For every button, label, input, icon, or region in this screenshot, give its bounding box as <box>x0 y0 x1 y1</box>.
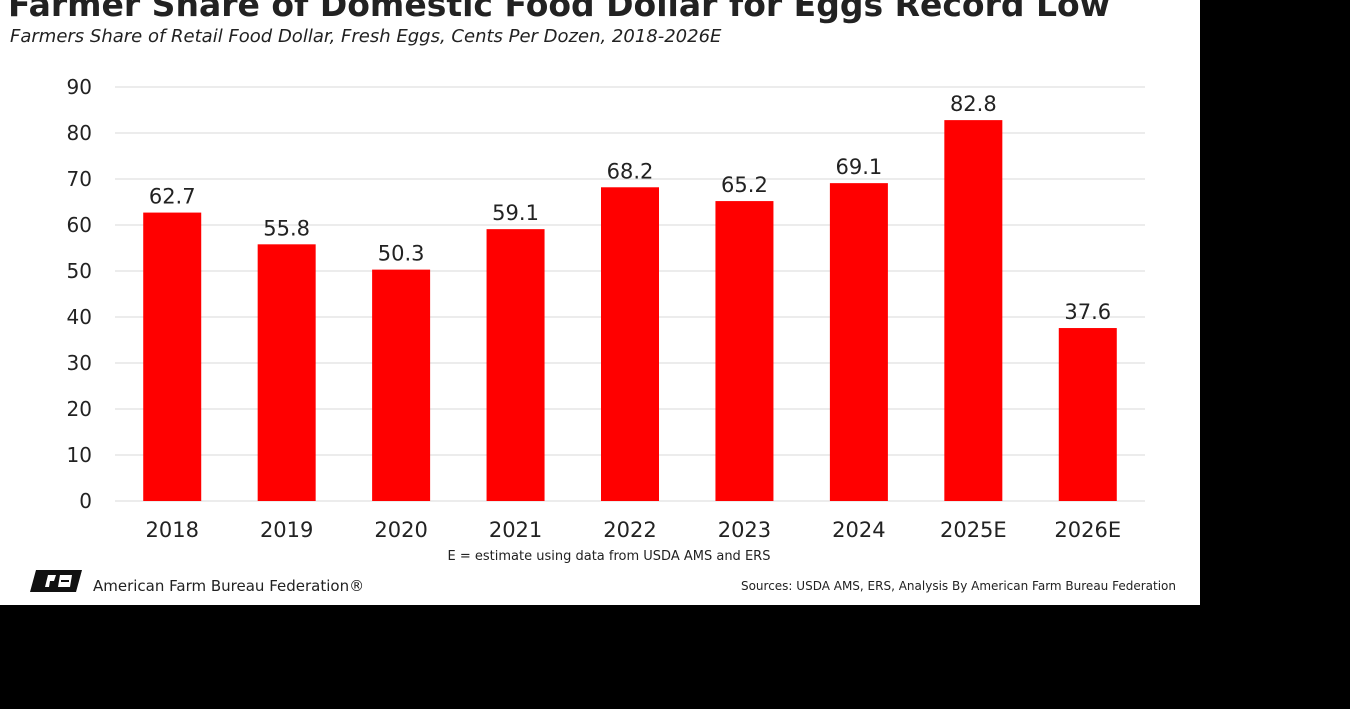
bar <box>829 183 888 501</box>
chart-subtitle: Farmers Share of Retail Food Dollar, Fre… <box>10 26 722 47</box>
x-tick-label: 2024 <box>832 518 885 542</box>
data-label: 50.3 <box>378 242 425 266</box>
logo-text: American Farm Bureau Federation® <box>93 577 364 595</box>
y-tick-label: 10 <box>67 443 92 467</box>
note: E = estimate using data from USDA AMS an… <box>448 549 771 564</box>
logo-mark <box>30 570 82 592</box>
x-tick-label: 2025E <box>940 518 1007 542</box>
data-label: 82.8 <box>950 92 997 116</box>
x-tick-label: 2018 <box>145 518 198 542</box>
data-label: 55.8 <box>263 216 310 240</box>
y-tick-label: 90 <box>67 75 92 99</box>
data-label: 69.1 <box>836 155 883 179</box>
y-tick-label: 40 <box>67 305 92 329</box>
x-tick-label: 2023 <box>718 518 771 542</box>
x-tick-label: 2022 <box>603 518 656 542</box>
data-label: 68.2 <box>607 159 654 183</box>
bar <box>601 187 659 501</box>
data-label: 37.6 <box>1064 300 1111 324</box>
bar <box>486 229 545 501</box>
bar <box>143 212 202 501</box>
x-tick-label: 2026E <box>1054 518 1121 542</box>
x-tick-label: 2021 <box>489 518 542 542</box>
y-tick-label: 0 <box>79 489 92 513</box>
y-tick-label: 80 <box>67 121 92 145</box>
bar <box>257 244 316 501</box>
x-tick-label: 2019 <box>260 518 313 542</box>
y-tick-label: 70 <box>67 167 92 191</box>
chart-title: Farmer Share of Domestic Food Dollar for… <box>8 0 1110 24</box>
y-tick-label: 20 <box>67 397 92 421</box>
y-tick-label: 60 <box>67 213 92 237</box>
data-label: 65.2 <box>721 173 768 197</box>
data-label: 62.7 <box>149 185 196 209</box>
x-tick-label: 2020 <box>374 518 427 542</box>
bar <box>944 120 1003 502</box>
y-tick-label: 30 <box>67 351 92 375</box>
bar <box>715 201 774 501</box>
y-tick-label: 50 <box>67 259 92 283</box>
bar <box>1058 328 1117 501</box>
bar <box>372 269 431 501</box>
data-label: 59.1 <box>492 201 539 225</box>
source: Sources: USDA AMS, ERS, Analysis By Amer… <box>741 579 1176 593</box>
